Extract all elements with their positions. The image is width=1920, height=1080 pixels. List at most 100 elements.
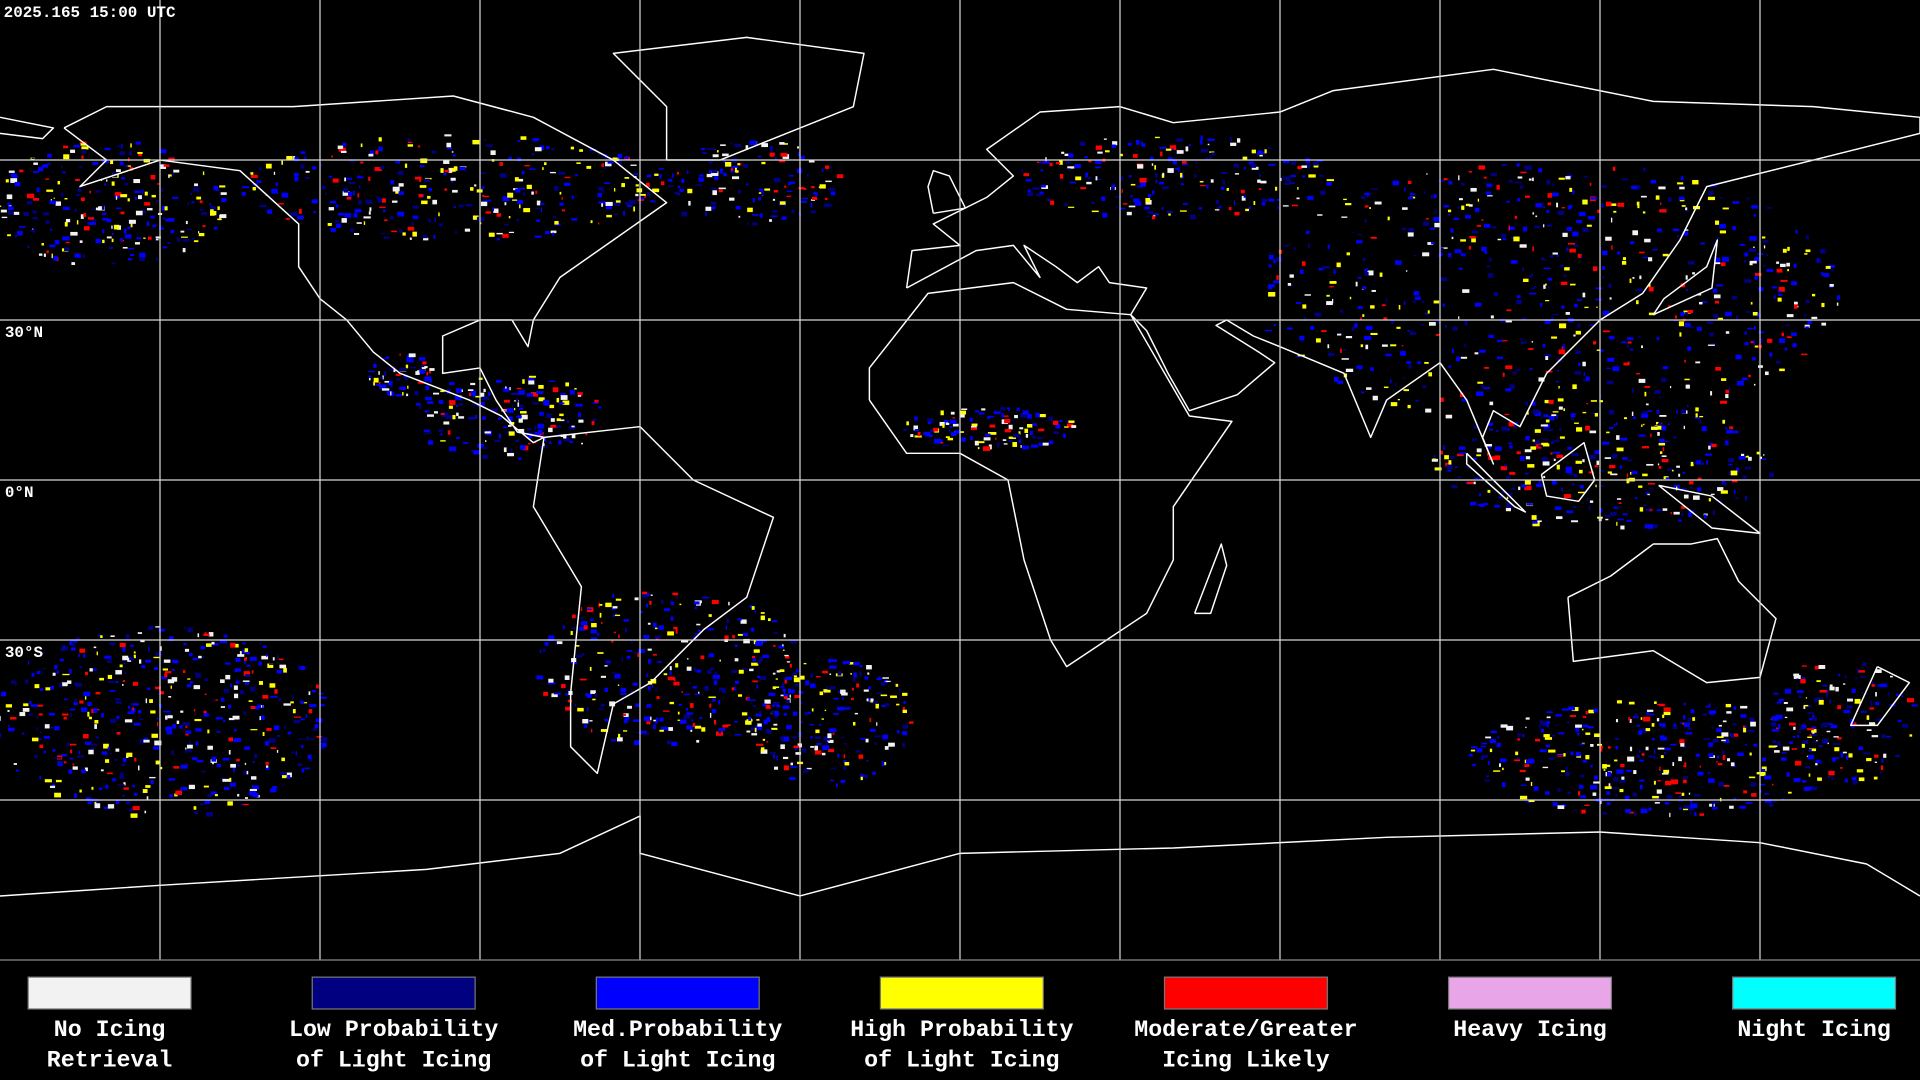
icing-patch: [1527, 758, 1535, 764]
icing-patch: [79, 648, 86, 653]
icing-patch: [704, 686, 709, 692]
icing-patch: [1044, 161, 1050, 164]
icing-patch: [1444, 455, 1449, 460]
icing-patch: [259, 643, 262, 645]
icing-patch: [465, 204, 473, 207]
icing-patch: [714, 719, 717, 725]
icing-patch: [32, 171, 39, 174]
icing-patch: [423, 237, 429, 241]
icing-patch: [452, 154, 456, 157]
icing-patch: [429, 378, 432, 383]
icing-patch: [974, 440, 979, 446]
icing-patch: [769, 219, 772, 222]
icing-patch: [772, 672, 776, 675]
icing-patch: [119, 238, 124, 241]
icing-patch: [1690, 803, 1698, 809]
icing-patch: [1743, 725, 1746, 729]
icing-patch: [597, 192, 602, 198]
icing-patch: [1501, 340, 1508, 342]
icing-patch: [1517, 295, 1521, 299]
icing-patch: [774, 766, 779, 770]
icing-patch: [314, 724, 319, 729]
icing-patch: [255, 706, 260, 710]
icing-patch: [1687, 346, 1692, 351]
icing-patch: [1511, 487, 1516, 491]
icing-patch: [1572, 244, 1579, 247]
icing-patch: [1781, 752, 1787, 754]
icing-patch: [1519, 769, 1526, 773]
icing-patch: [1812, 732, 1815, 735]
icing-patch: [164, 673, 168, 678]
icing-patch: [1551, 336, 1558, 339]
graticule: 30°N0°N30°S: [0, 0, 1920, 960]
icing-patch: [860, 737, 866, 740]
icing-patch: [776, 704, 780, 708]
icing-patch: [301, 768, 305, 773]
icing-patch: [1012, 442, 1018, 447]
icing-patch: [1586, 224, 1592, 227]
icing-patch: [1276, 275, 1279, 280]
icing-patch: [459, 402, 464, 407]
icing-patch: [444, 188, 448, 191]
icing-patch: [646, 182, 650, 187]
icing-patch: [575, 654, 583, 658]
icing-patch: [779, 142, 785, 145]
icing-patch: [1690, 800, 1693, 803]
icing-patch: [1787, 246, 1790, 251]
icing-patch: [771, 620, 778, 623]
icing-patch: [1901, 694, 1904, 698]
icing-patch: [751, 733, 758, 736]
icing-patch: [782, 649, 785, 651]
icing-patch: [1333, 376, 1339, 382]
icing-patch: [1784, 716, 1788, 719]
icing-patch: [1767, 338, 1773, 343]
icing-patch: [1315, 338, 1321, 343]
icing-patch: [107, 746, 110, 751]
icing-patch: [527, 428, 532, 431]
icing-patch: [124, 719, 133, 723]
icing-patch: [1104, 150, 1110, 153]
icing-patch: [1731, 734, 1734, 738]
icing-patch: [1026, 424, 1033, 428]
icing-patch: [643, 716, 652, 721]
icing-patch: [348, 191, 352, 197]
icing-patch: [1611, 245, 1613, 250]
icing-patch: [1508, 442, 1513, 445]
icing-patch: [1613, 506, 1619, 509]
icing-patch: [550, 418, 555, 422]
icing-patch: [334, 220, 340, 223]
icing-patch: [1546, 716, 1551, 719]
icing-patch: [673, 626, 678, 630]
icing-patch: [1363, 335, 1372, 341]
icing-patch: [770, 147, 774, 152]
icing-patch: [660, 599, 664, 604]
icing-patch: [1795, 229, 1798, 234]
icing-patch: [429, 368, 435, 371]
icing-patch: [1483, 502, 1489, 506]
icing-patch: [1531, 341, 1534, 343]
icing-patch: [1489, 257, 1492, 262]
icing-patch: [1188, 144, 1191, 147]
icing-patch: [1707, 771, 1711, 775]
icing-patch: [320, 746, 325, 750]
icing-patch: [1652, 795, 1659, 799]
icing-patch: [549, 171, 556, 174]
icing-patch: [663, 608, 671, 612]
icing-patch: [1552, 480, 1557, 485]
icing-patch: [707, 628, 714, 631]
icing-patch: [650, 200, 656, 203]
icing-patch: [694, 607, 697, 610]
icing-patch: [1716, 755, 1720, 759]
icing-patch: [679, 720, 683, 723]
icing-patch: [989, 424, 996, 428]
icing-patch: [54, 756, 62, 759]
icing-patch: [1401, 344, 1404, 347]
icing-patch: [304, 767, 311, 770]
icing-patch: [1588, 471, 1594, 474]
icing-patch: [228, 737, 234, 742]
icing-patch: [1602, 276, 1605, 279]
icing-patch: [1744, 259, 1746, 264]
icing-patch: [183, 626, 186, 629]
icing-patch: [669, 671, 672, 675]
icing-patch: [470, 187, 474, 191]
